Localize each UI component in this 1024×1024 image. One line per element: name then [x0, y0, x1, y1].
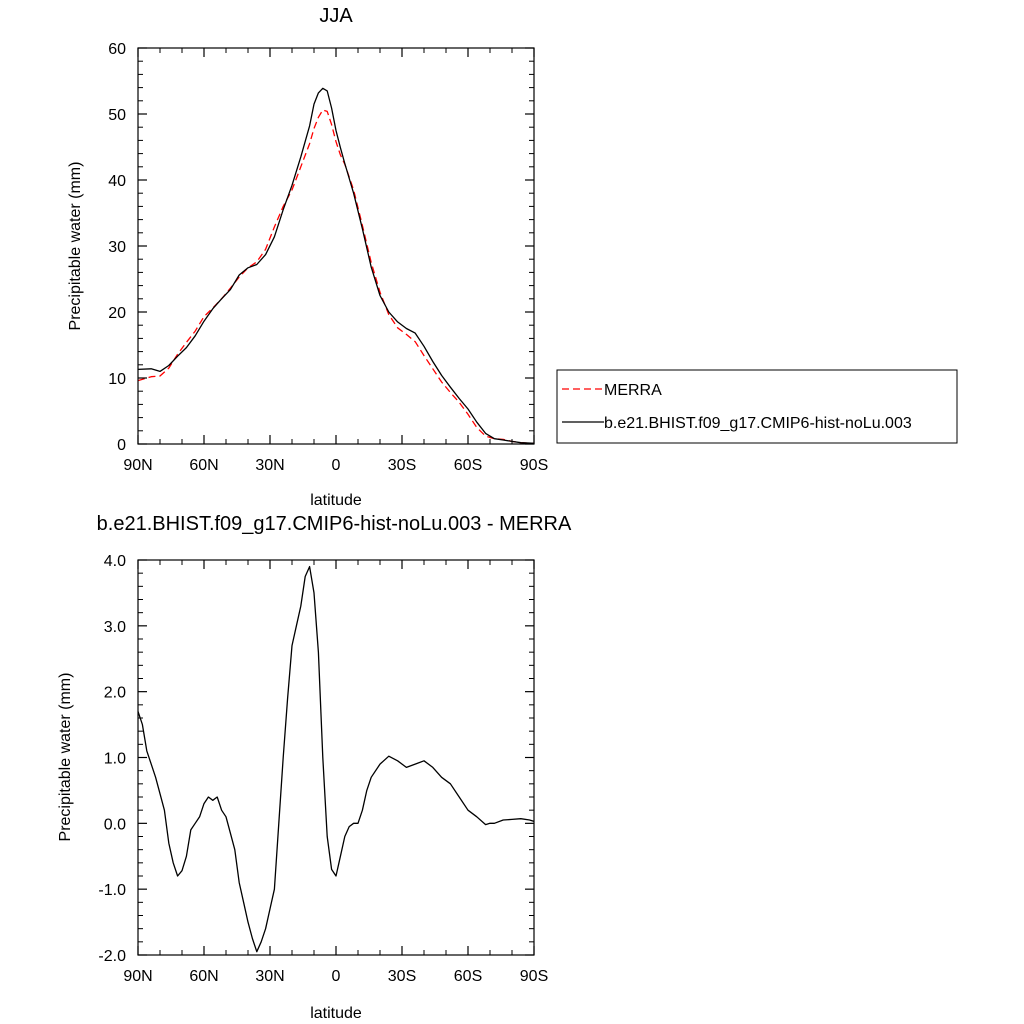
plot-frame-bottom: [137, 559, 535, 956]
x-tick-label: 30S: [388, 457, 416, 474]
x-tick-label: 90S: [520, 457, 548, 474]
x-tick-label: 60S: [454, 457, 482, 474]
y-tick-label: 10: [108, 371, 126, 388]
y-tick-label: 4.0: [104, 553, 126, 570]
y-tick-label: 0: [117, 437, 126, 454]
x-tick-label: 30S: [388, 968, 416, 985]
y-tick-label: -1.0: [98, 882, 126, 899]
x-tick-label: 90N: [123, 968, 152, 985]
x-tick-label: 30N: [255, 968, 284, 985]
x-axis-label-top: latitude: [310, 492, 362, 509]
y-tick-label: -2.0: [98, 948, 126, 965]
ticks-top: 90N 60N 30N 0 30S 60S 90S 0 10 20 30 40 50 60: [108, 41, 548, 474]
x-tick-label: 90N: [123, 457, 152, 474]
y-axis-label-bottom: Precipitable water (mm): [57, 673, 74, 842]
top-panel: JJA 90N 60N 30N 0 30S 60S 90S 0 10 20 30 40 50 60 lat…: [67, 5, 958, 509]
x-axis-label-bottom: latitude: [310, 1005, 362, 1022]
legend: MERRA b.e21.BHIST.f09_g17.CMIP6-hist-noL…: [556, 369, 958, 444]
y-tick-label: 20: [108, 305, 126, 322]
legend-box: [556, 369, 958, 444]
series-line-difference: [137, 565, 535, 953]
x-tick-label: 30N: [255, 457, 284, 474]
plot-frame-top: [137, 47, 535, 445]
y-tick-label: 3.0: [104, 619, 126, 636]
y-tick-label: 1.0: [104, 751, 126, 768]
y-tick-label: 50: [108, 107, 126, 124]
legend-label-merra: MERRA: [604, 382, 662, 399]
series-line-merra: [137, 109, 535, 444]
y-tick-label: 0.0: [104, 816, 126, 833]
ticks-bottom: 90N 60N 30N 0 30S 60S 90S -2.0 -1.0 0.0 1.0 2.0 3.0 4…: [98, 553, 548, 985]
series-line-b-e21-bhist-f09-g17-cmip6-hist-nolu-003: [137, 87, 535, 444]
plot-area-bottom: [137, 565, 535, 953]
x-tick-label: 60N: [189, 968, 218, 985]
y-tick-label: 2.0: [104, 685, 126, 702]
x-tick-label: 90S: [520, 968, 548, 985]
legend-label-model: b.e21.BHIST.f09_g17.CMIP6-hist-noLu.003: [604, 415, 912, 432]
y-axis-label-top: Precipitable water (mm): [67, 162, 84, 331]
y-tick-label: 60: [108, 41, 126, 58]
plot-area-top: [137, 87, 535, 444]
y-tick-label: 30: [108, 239, 126, 256]
x-tick-label: 0: [332, 457, 341, 474]
x-tick-label: 0: [332, 968, 341, 985]
x-tick-label: 60N: [189, 457, 218, 474]
x-tick-label: 60S: [454, 968, 482, 985]
y-tick-label: 40: [108, 173, 126, 190]
chart-title-difference: b.e21.BHIST.f09_g17.CMIP6-hist-noLu.003 …: [97, 513, 572, 535]
chart-title-jja: JJA: [319, 5, 353, 27]
bottom-panel: b.e21.BHIST.f09_g17.CMIP6-hist-noLu.003 …: [57, 513, 572, 1022]
